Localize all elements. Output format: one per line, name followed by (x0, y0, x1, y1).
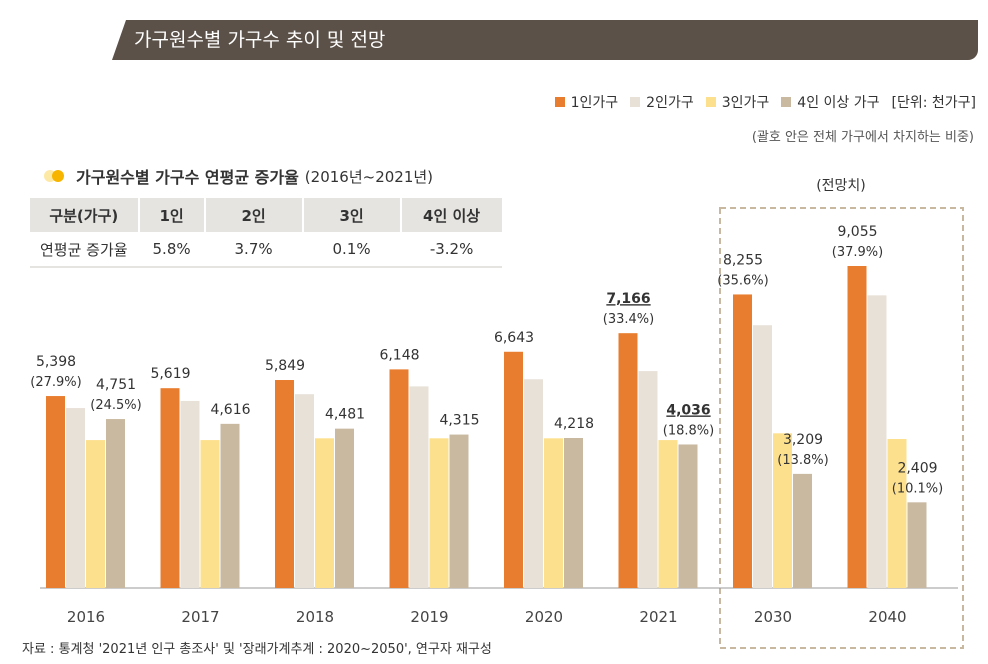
bar-2-2020 (524, 379, 543, 588)
data-label: 4,616 (210, 402, 250, 418)
share-note: (괄호 안은 전체 가구에서 차지하는 비중) (751, 130, 974, 145)
data-label: 4,036 (666, 402, 710, 418)
bar-3-2019 (429, 438, 449, 588)
bar-3-2030 (773, 433, 792, 588)
x-tick-label: 2021 (639, 608, 677, 626)
x-tick-label: 2020 (525, 608, 563, 626)
bar-3-2020 (544, 438, 563, 588)
data-label: 2,409 (897, 460, 937, 476)
bar-1-2016 (46, 396, 65, 588)
x-tick-label: 2018 (296, 608, 334, 626)
bar-2-2017 (180, 400, 200, 588)
bar-2-2030 (753, 325, 772, 588)
bar-3-2018 (315, 438, 334, 588)
bar-1-2040 (847, 266, 867, 588)
data-label: 5,849 (265, 358, 305, 374)
share-label: (24.5%) (90, 398, 141, 413)
source-note: 자료 : 통계청 '2021년 인구 총조사' 및 '장래가계추계 : 2020… (22, 642, 492, 657)
bar-2-2018 (295, 394, 314, 588)
bar-4-2040 (907, 502, 927, 588)
bar-1-2017 (160, 388, 180, 588)
x-tick-label: 2030 (754, 608, 792, 626)
bar-4-2018 (335, 428, 354, 588)
data-label: 4,218 (554, 416, 594, 432)
table-title: 가구원수별 가구수 연평균 증가율 (2016년~2021년) (44, 164, 433, 188)
bar-1-2019 (389, 369, 409, 588)
share-label: (27.9%) (30, 375, 81, 390)
bar-4-2016 (106, 419, 125, 588)
data-label: 6,643 (494, 330, 534, 346)
data-label: 4,751 (96, 377, 136, 393)
share-label: (13.8%) (777, 453, 828, 468)
bar-4-2019 (449, 434, 469, 588)
share-label: (33.4%) (603, 312, 654, 327)
bar-4-2017 (220, 423, 240, 588)
legend-item: 1인가구 (554, 92, 618, 112)
share-label: (37.9%) (832, 245, 883, 260)
chart-title: 가구원수별 가구수 추이 및 전망 (112, 20, 978, 60)
data-label: 4,315 (439, 413, 479, 429)
bar-1-2018 (275, 380, 294, 588)
data-label: 5,619 (150, 366, 190, 382)
dots-icon (44, 169, 68, 183)
data-label: 8,255 (723, 252, 763, 268)
growth-table: 구분(가구) 1인 2인 3인 4인 이상 연평균 증가율 5.8% 3.7% 0.1% -3.… (30, 198, 502, 268)
legend: 1인가구 2인가구 3인가구 4인 이상 가구 [단위: 천가구] (554, 92, 977, 112)
bar-4-2030 (793, 473, 812, 588)
x-tick-label: 2017 (181, 608, 219, 626)
bar-1-2020 (504, 351, 523, 588)
legend-item: 2인가구 (630, 92, 694, 112)
data-label: 3,209 (783, 432, 823, 448)
bar-4-2021 (678, 444, 698, 588)
bar-4-2020 (564, 438, 583, 588)
data-label: 9,055 (837, 224, 877, 240)
x-tick-label: 2040 (868, 608, 906, 626)
legend-item: 4인 이상 가구 (781, 92, 880, 112)
bar-3-2021 (658, 440, 678, 588)
bar-3-2016 (86, 440, 105, 588)
bar-2-2040 (867, 295, 887, 588)
bar-3-2017 (200, 440, 220, 588)
x-tick-label: 2016 (67, 608, 105, 626)
bar-1-2030 (733, 294, 752, 588)
data-label: 7,166 (606, 291, 650, 307)
data-label: 5,398 (36, 354, 76, 370)
forecast-label: (전망치) (816, 178, 866, 194)
bar-1-2021 (618, 333, 638, 588)
bar-2-2021 (638, 371, 658, 588)
legend-item: 3인가구 (705, 92, 769, 112)
share-label: (35.6%) (717, 273, 768, 288)
share-label: (10.1%) (892, 481, 943, 496)
data-label: 4,481 (325, 407, 365, 423)
bar-2-2019 (409, 386, 429, 588)
x-tick-label: 2019 (410, 608, 448, 626)
bar-3-2040 (887, 439, 907, 588)
bar-2-2016 (66, 408, 85, 588)
share-label: (18.8%) (663, 423, 714, 438)
unit-label: [단위: 천가구] (891, 95, 977, 111)
forecast-box (719, 207, 964, 649)
data-label: 6,148 (379, 347, 419, 363)
